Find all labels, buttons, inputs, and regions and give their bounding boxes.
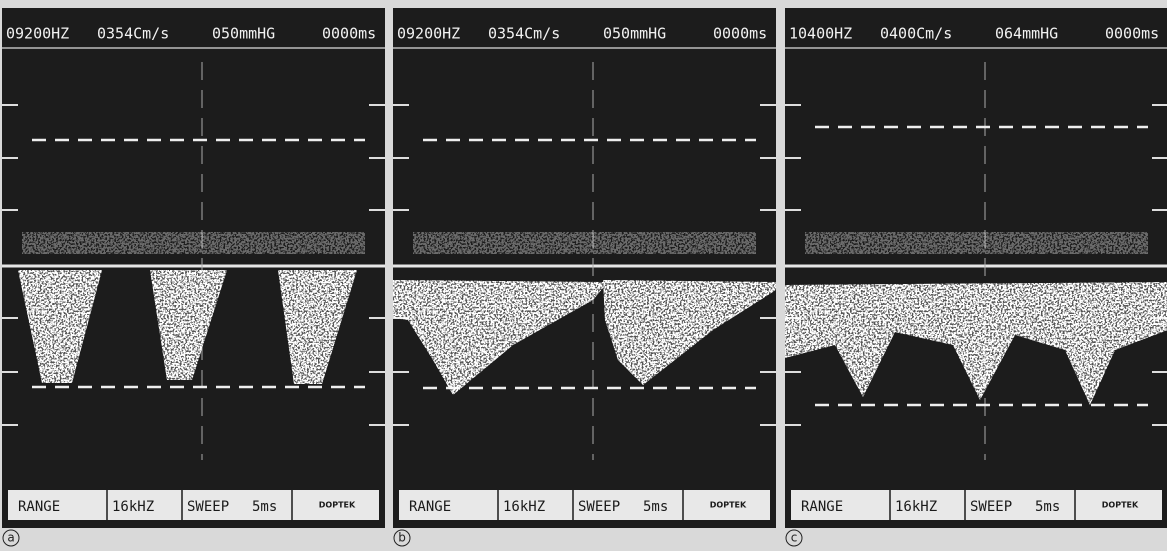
screen [393, 8, 776, 528]
footer-sweep: SWEEP [970, 499, 1012, 515]
screen [785, 8, 1167, 528]
footer-time: 5ms [252, 499, 277, 515]
screen-panel: 10400HZ 0400Cm/s 064mmHG 0000ms RANGE 16kHZ SW… [785, 8, 1167, 546]
header-field: 050mmHG [212, 25, 275, 43]
page: {"panels": [ {"label": "a", "header": ["… [0, 0, 1167, 551]
noise [805, 232, 1148, 254]
screen-panel: 09200HZ 0354Cm/s 050mmHG 0000ms RANGE 16kHZ SW… [393, 8, 776, 546]
footer-time: 5ms [643, 499, 668, 515]
footer-brand: DOPTEK [1102, 501, 1139, 510]
header-field: 0400Cm/s [880, 25, 952, 43]
header-field: 09200HZ [6, 25, 69, 43]
footer-brand: DOPTEK [710, 501, 747, 510]
header-field: 0354Cm/s [488, 25, 560, 43]
panel-label: c [791, 531, 798, 545]
footer-frequency: 16kHZ [895, 499, 937, 515]
screen-panel: 09200HZ 0354Cm/s 050mmHG 0000ms RANGE 16kHZ SW… [2, 8, 385, 546]
panel-label: a [7, 531, 14, 545]
footer-sweep: SWEEP [578, 499, 620, 515]
panel-label: b [398, 531, 406, 545]
header-field: 0000ms [713, 25, 767, 43]
footer-frequency: 16kHZ [503, 499, 545, 515]
footer-brand: DOPTEK [319, 501, 356, 510]
header-field: 064mmHG [995, 25, 1058, 43]
header-field: 0354Cm/s [97, 25, 169, 43]
header-field: 0000ms [1105, 25, 1159, 43]
footer-range: RANGE [409, 499, 451, 515]
header-field: 09200HZ [397, 25, 460, 43]
header-field: 0000ms [322, 25, 376, 43]
doppler-display: 09200HZ 0354Cm/s 050mmHG 0000ms RANGE 16kHZ SW… [0, 0, 1167, 551]
footer-sweep: SWEEP [187, 499, 229, 515]
footer-range: RANGE [18, 499, 60, 515]
screen [2, 8, 385, 528]
footer-frequency: 16kHZ [112, 499, 154, 515]
footer-time: 5ms [1035, 499, 1060, 515]
header-field: 10400HZ [789, 25, 852, 43]
header-field: 050mmHG [603, 25, 666, 43]
noise [22, 232, 365, 254]
footer-range: RANGE [801, 499, 843, 515]
noise [413, 232, 756, 254]
